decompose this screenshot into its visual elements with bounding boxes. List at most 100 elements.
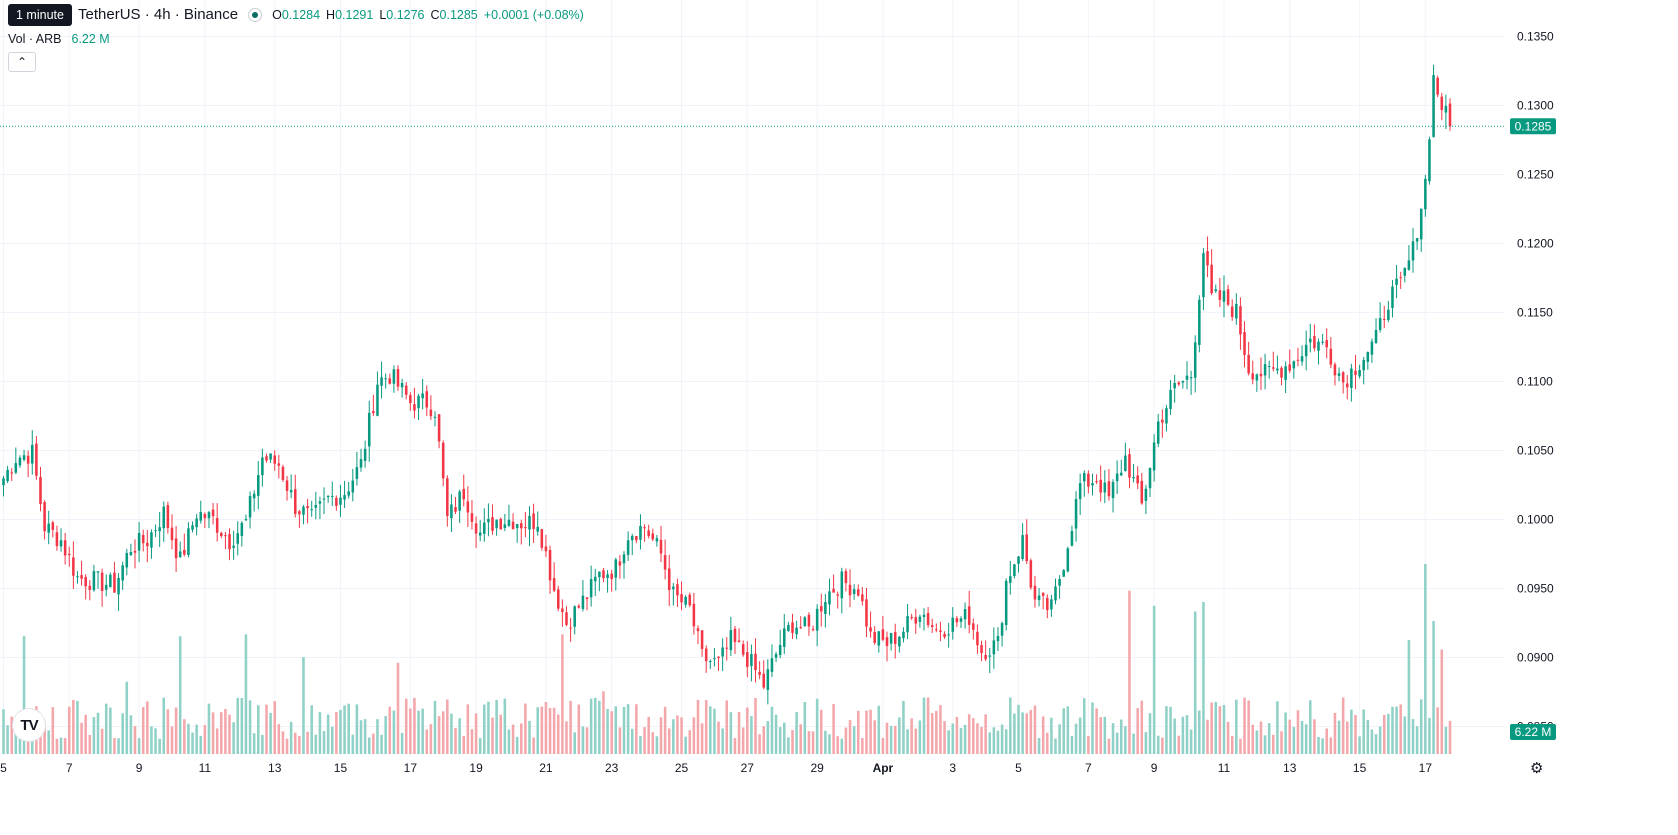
candle-body [704,648,708,662]
candle-body [737,640,741,642]
candle-body [88,585,92,590]
candle-body [1391,286,1394,308]
volume-bar [713,708,716,754]
volume-bar [1009,697,1012,754]
candle-body [113,572,116,593]
volume-bar [207,703,211,754]
candle-body [22,455,26,460]
candle-body [762,673,766,688]
candle-body [224,535,227,537]
volume-bar [704,700,708,754]
volume-bar [154,728,157,754]
candle-body [154,530,157,532]
high-key: H [326,7,336,22]
candle-body [63,540,67,556]
candle-body [109,574,112,588]
volume-bar [137,738,141,754]
candle-body [844,571,848,584]
volume-bar [520,723,523,754]
candle-body [1087,473,1090,487]
volume-bar [1050,717,1053,754]
volume-bar [918,720,922,754]
candle-body [351,480,355,493]
y-tick-label: 0.1050 [1517,444,1554,458]
candle-body [733,628,737,643]
low-value: 0.1276 [386,7,425,22]
high-value: 0.1291 [335,7,374,22]
candle-body [967,606,971,625]
settings-icon[interactable]: ⚙ [1530,760,1544,777]
candle-body [125,553,129,568]
volume-bar [524,703,527,754]
volume-bar [540,706,544,754]
candle-body [343,495,346,500]
volume-bar [733,738,737,754]
volume-bar [150,726,153,754]
candle-body [446,478,449,517]
volume-bar [836,736,839,754]
volume-label[interactable]: Vol · ARB [8,32,62,46]
candle-body [532,513,535,529]
candle-body [840,571,844,599]
volume-bar [1345,721,1349,754]
volume-bar [507,729,511,754]
candle-body [478,532,482,536]
volume-bar [672,719,675,754]
candle-body [1177,382,1181,385]
candle-body [1189,377,1193,379]
volume-bar [1366,719,1370,754]
candle-body [746,652,749,667]
candle-body [869,627,872,632]
candle-body [43,502,46,532]
volume-bar [478,738,482,754]
candle-body [146,542,149,547]
symbol-title[interactable]: TetherUS · 4h · Binance [78,6,239,23]
candle-body [392,369,396,384]
candle-body [355,467,359,479]
candle-body [1374,329,1378,343]
volume-bar [146,701,149,754]
candle-body [815,608,819,631]
candle-body [1411,241,1415,261]
volume-bar [359,720,363,754]
collapse-legend-button[interactable]: ⌃ [8,52,36,72]
volume-bar [228,714,231,754]
volume-bar [647,716,650,754]
candle-body [647,530,650,537]
volume-bar [1378,726,1382,754]
candle-body [1399,277,1402,279]
volume-bar [552,707,556,754]
candle-body [92,571,96,591]
volume-bar [967,714,971,754]
tradingview-logo-icon[interactable]: TV [13,709,45,741]
candle-body [273,455,276,464]
volume-bar [306,731,309,754]
x-tick-label: 29 [810,761,824,775]
candle-body [1280,367,1283,378]
candle-body [425,391,429,408]
volume-bar [248,700,252,754]
candle-body [1070,531,1074,546]
volume-bar [861,738,864,754]
volume-bar [1218,706,1222,754]
candle-body [326,495,330,498]
volume-bar [1399,704,1402,754]
candle-body [1161,419,1164,423]
candle-body [421,393,424,399]
volume-bar [252,733,256,754]
candle-body [232,545,235,548]
volume-bar [1037,738,1041,754]
candle-body [1136,475,1139,484]
volume-bar [610,711,613,754]
candle-body [593,576,597,582]
market-status-icon[interactable] [248,7,263,22]
volume-bar [22,636,26,754]
volume-bar [92,717,96,754]
volume-bar [577,704,581,754]
volume-bar [1300,721,1304,754]
candle-body [770,658,774,672]
price-change: +0.0001 (+0.08%) [483,7,584,22]
volume-bar [602,691,605,754]
candle-body [289,490,293,493]
